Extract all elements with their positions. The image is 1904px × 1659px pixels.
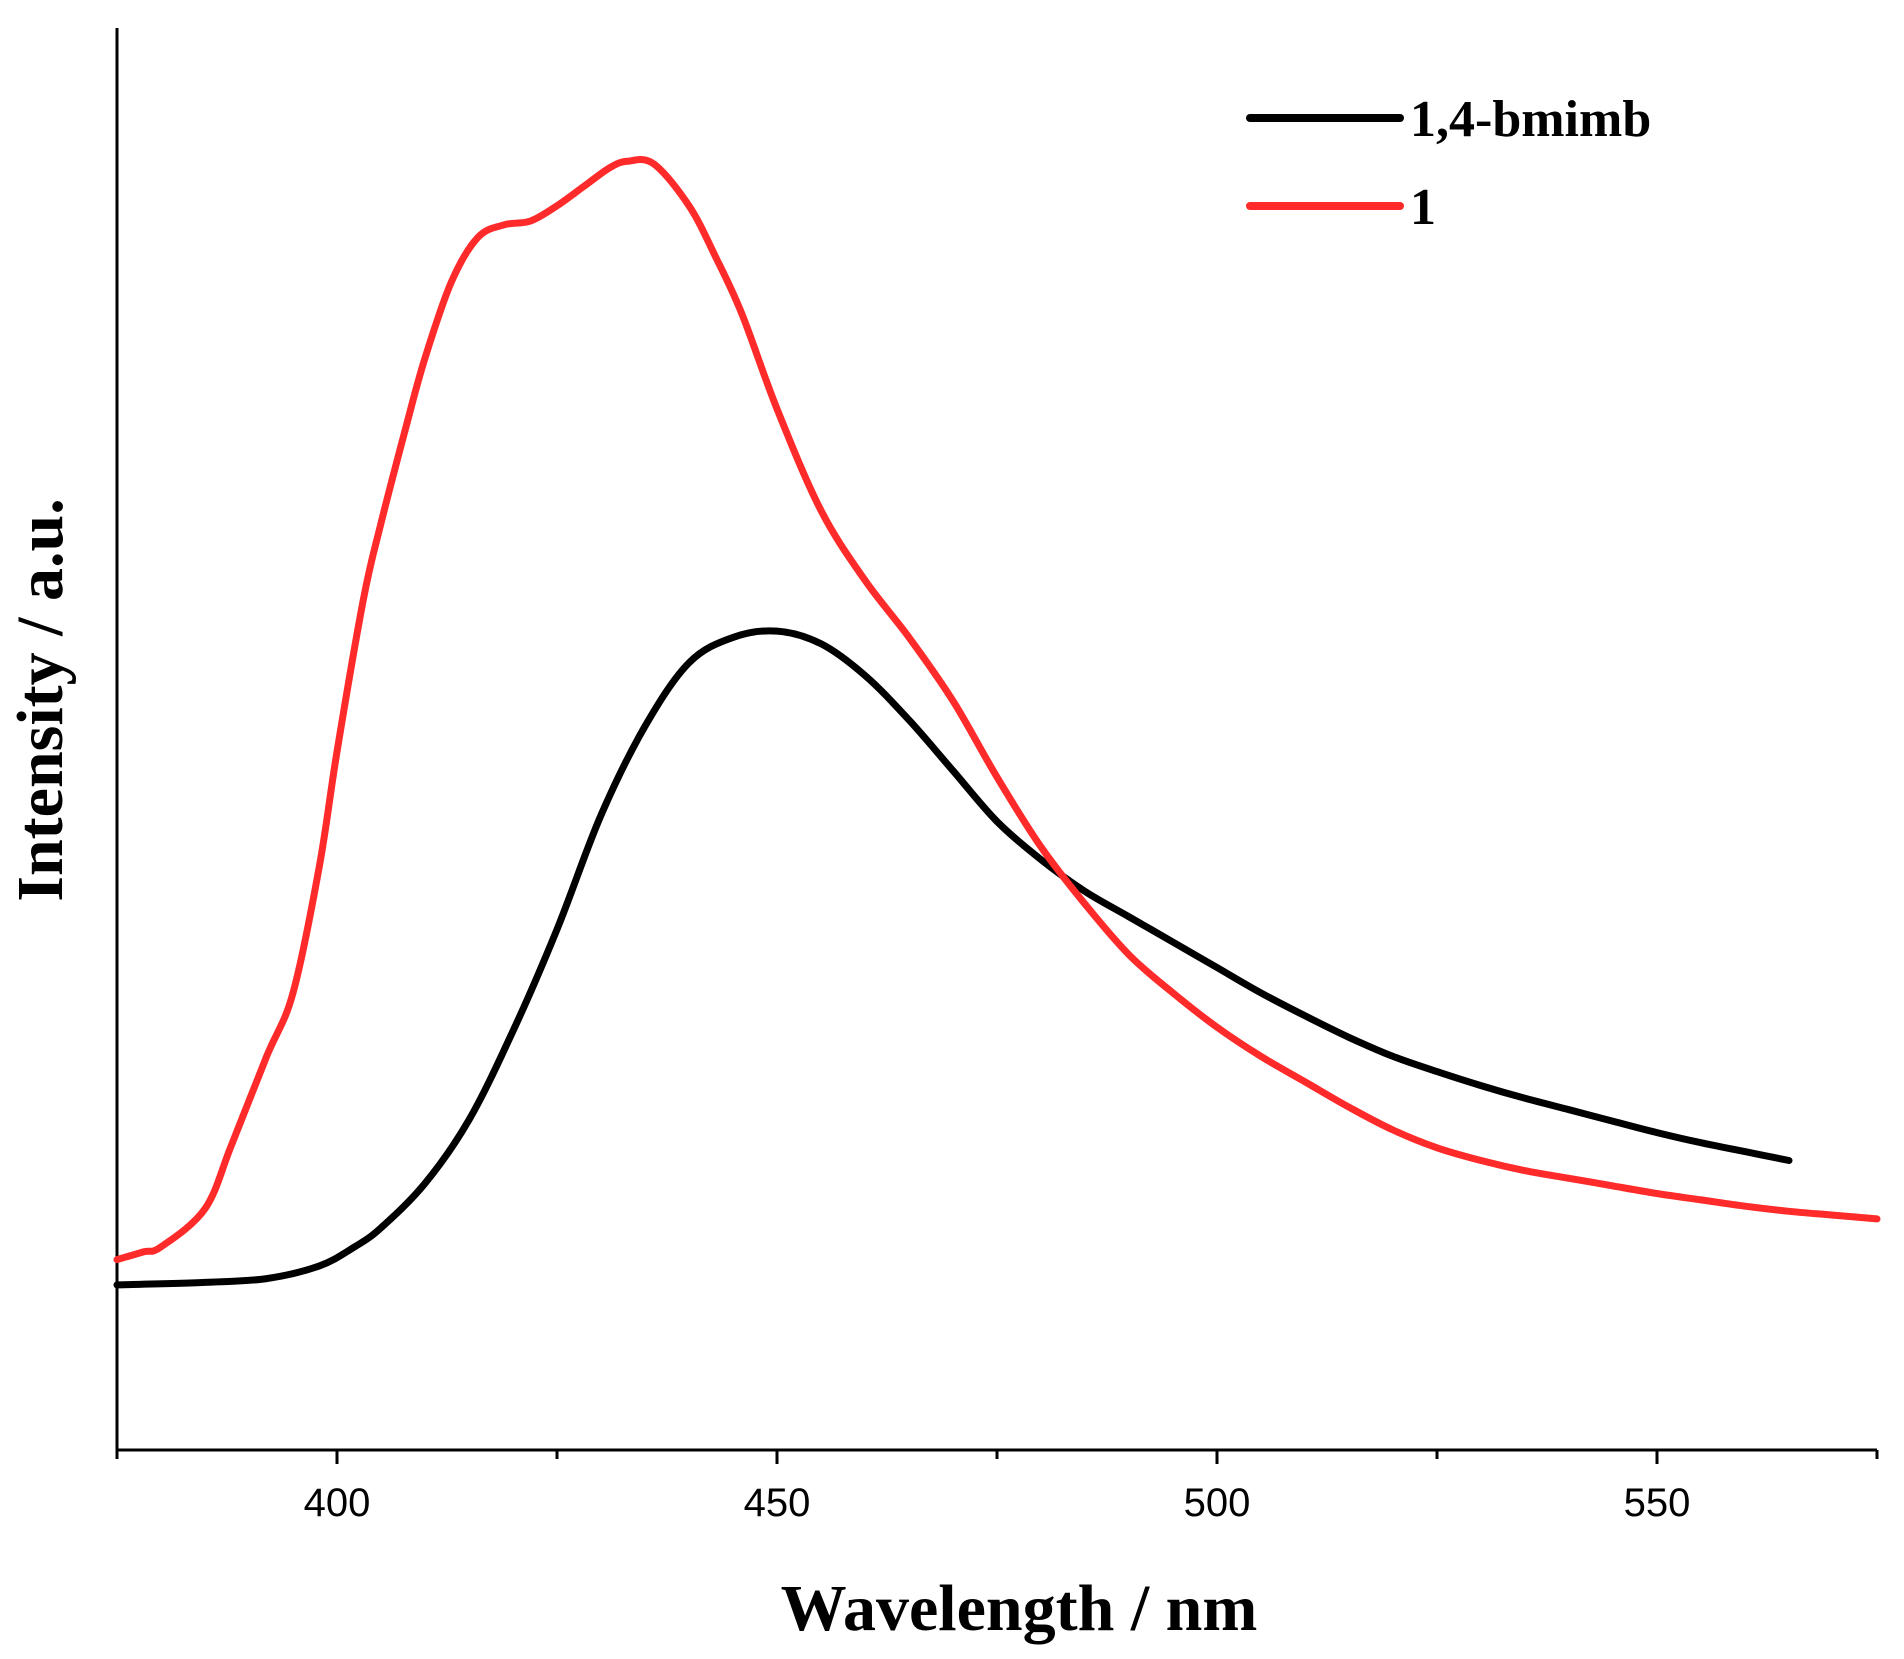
x-tick-label: 550: [1624, 1481, 1691, 1525]
legend-label-2: 1: [1410, 179, 1436, 236]
series-lines: [113, 156, 1881, 1289]
x-axis-ticks: [115, 1450, 1879, 1464]
x-axis-title: Wavelength / nm: [781, 1572, 1258, 1645]
series-line-1: [113, 627, 1793, 1289]
legend-label-1: 1,4-bmimb: [1410, 91, 1651, 148]
legend: 1,4-bmimb 1: [1246, 91, 1651, 236]
x-tick-label: 500: [1184, 1481, 1251, 1525]
series-line-2: [113, 156, 1881, 1264]
y-axis-title: Intensity / a.u.: [4, 498, 77, 901]
x-tick-label: 450: [744, 1481, 811, 1525]
x-tick-label: 400: [304, 1481, 371, 1525]
x-axis-tick-labels: 400 450 500 550: [304, 1481, 1691, 1525]
